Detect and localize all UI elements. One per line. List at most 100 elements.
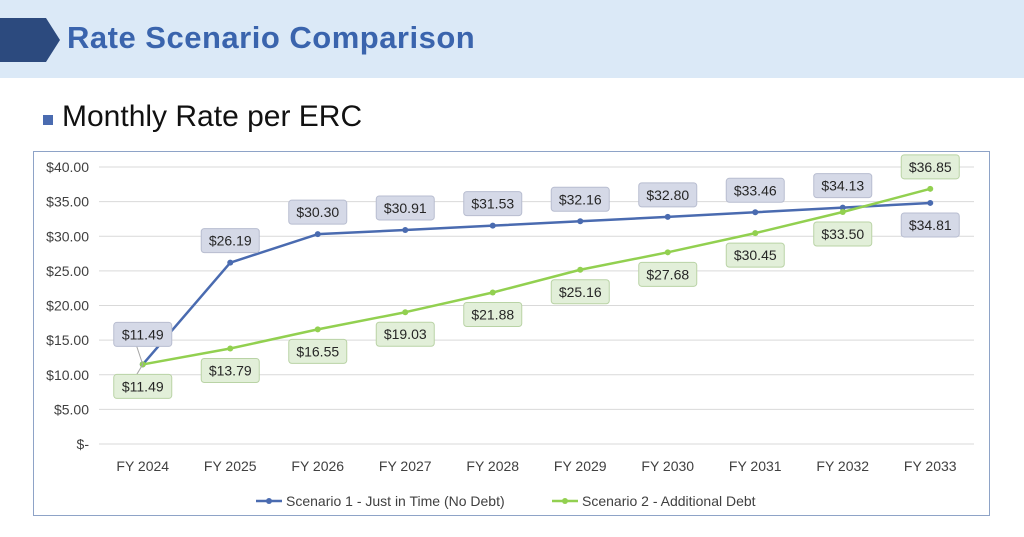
data-point-2 [752, 230, 759, 237]
legend-label: Scenario 1 - Just in Time (No Debt) [286, 493, 505, 509]
data-label-text: $32.80 [646, 187, 689, 203]
section-subtitle: Monthly Rate per ERC [62, 100, 363, 133]
x-tick-label: FY 2031 [729, 458, 782, 474]
data-label-box [375, 195, 435, 221]
data-label-text: $36.85 [909, 159, 952, 175]
data-label-text: $11.49 [122, 378, 164, 394]
data-label-box [813, 173, 873, 199]
data-label-box [900, 154, 960, 180]
leader-line [136, 364, 144, 375]
data-label-2: $21.88 [463, 301, 523, 327]
x-tick-label: FY 2026 [291, 458, 344, 474]
y-tick-label: $15.00 [46, 332, 89, 348]
data-label-box [463, 301, 523, 327]
data-label-box [813, 221, 873, 247]
data-point-1 [577, 218, 584, 225]
data-label-text: $21.88 [471, 306, 514, 322]
data-label-1: $30.30 [288, 199, 348, 225]
x-tick-label: FY 2024 [116, 458, 169, 474]
data-label-text: $11.49 [122, 326, 164, 342]
chart-frame: $- $5.00 $10.00 $15.00 $20.00 $25.00 $30.00 $35… [33, 151, 990, 516]
data-point-1 [839, 204, 846, 211]
page-title: Rate Scenario Comparison [67, 20, 476, 55]
data-label-box [200, 228, 260, 254]
data-label-box [288, 199, 348, 225]
data-label-box [900, 212, 960, 238]
data-point-2 [227, 345, 234, 352]
data-label-text: $26.19 [209, 233, 252, 249]
data-label-text: $33.50 [821, 226, 864, 242]
y-tick-label: $40.00 [46, 159, 89, 175]
leader-line [136, 346, 144, 365]
bullet-icon [43, 115, 53, 125]
data-point-2 [489, 289, 496, 296]
y-tick-label: $10.00 [46, 367, 89, 383]
data-label-2: $33.50 [813, 221, 873, 247]
data-point-1 [927, 199, 934, 206]
legend-swatch-marker [266, 498, 272, 504]
data-label-box [638, 182, 698, 208]
data-point-1 [314, 231, 321, 238]
data-label-text: $30.45 [734, 247, 777, 263]
y-tick-label: $- [77, 436, 90, 452]
data-label-text: $30.30 [296, 204, 339, 220]
data-label-box [113, 373, 173, 399]
data-point-2 [664, 249, 671, 256]
data-label-1: $30.91 [375, 195, 435, 221]
x-tick-label: FY 2030 [641, 458, 694, 474]
data-label-2: $19.03 [375, 321, 435, 347]
data-label-text: $27.68 [646, 266, 689, 282]
data-point-1 [227, 259, 234, 266]
data-point-1 [402, 226, 409, 233]
y-tick-label: $20.00 [46, 298, 89, 314]
data-label-1: $33.46 [725, 177, 785, 203]
data-label-1: $31.53 [463, 191, 523, 217]
x-tick-label: FY 2027 [379, 458, 432, 474]
x-tick-label: FY 2033 [904, 458, 957, 474]
y-tick-label: $35.00 [46, 194, 89, 210]
x-tick-label: FY 2032 [816, 458, 869, 474]
data-label-1: $11.49 [113, 321, 173, 365]
line-chart: $- $5.00 $10.00 $15.00 $20.00 $25.00 $30.00 $35… [46, 154, 974, 509]
data-label-2: $36.85 [900, 154, 960, 180]
legend-item-2: Scenario 2 - Additional Debt [552, 493, 756, 509]
data-label-2: $13.79 [200, 358, 260, 384]
y-tick-label: $30.00 [46, 228, 89, 244]
data-label-2: $30.45 [725, 242, 785, 268]
data-point-2 [314, 326, 321, 333]
data-label-1: $32.16 [550, 186, 610, 212]
legend-item-1: Scenario 1 - Just in Time (No Debt) [256, 493, 505, 509]
data-label-2: $11.49 [113, 364, 173, 399]
data-label-text: $19.03 [384, 326, 427, 342]
data-label-box [550, 186, 610, 212]
data-label-1: $26.19 [200, 228, 260, 254]
data-label-box [638, 261, 698, 287]
data-label-text: $31.53 [471, 196, 514, 212]
data-label-2: $27.68 [638, 261, 698, 287]
data-label-box [288, 338, 348, 364]
header-banner: Rate Scenario Comparison [0, 0, 1024, 78]
data-label-text: $16.55 [296, 343, 339, 359]
legend-label: Scenario 2 - Additional Debt [582, 493, 756, 509]
data-label-text: $34.13 [821, 178, 864, 194]
data-label-box [375, 321, 435, 347]
x-tick-label: FY 2025 [204, 458, 257, 474]
series-line-1 [141, 201, 931, 366]
data-label-box [463, 191, 523, 217]
legend-swatch-marker [562, 498, 568, 504]
x-tick-label: FY 2028 [466, 458, 519, 474]
data-point-2 [839, 209, 846, 216]
data-label-text: $30.91 [384, 200, 427, 216]
data-point-1 [752, 209, 759, 216]
data-label-text: $34.81 [909, 217, 952, 233]
data-label-box [725, 177, 785, 203]
data-label-box [550, 279, 610, 305]
data-label-text: $25.16 [559, 284, 602, 300]
data-point-2 [927, 185, 934, 192]
data-point-1 [664, 213, 671, 220]
y-tick-label: $25.00 [46, 263, 89, 279]
data-point-2 [402, 309, 409, 316]
data-label-box [725, 242, 785, 268]
data-label-1: $32.80 [638, 182, 698, 208]
data-label-2: $16.55 [288, 338, 348, 364]
